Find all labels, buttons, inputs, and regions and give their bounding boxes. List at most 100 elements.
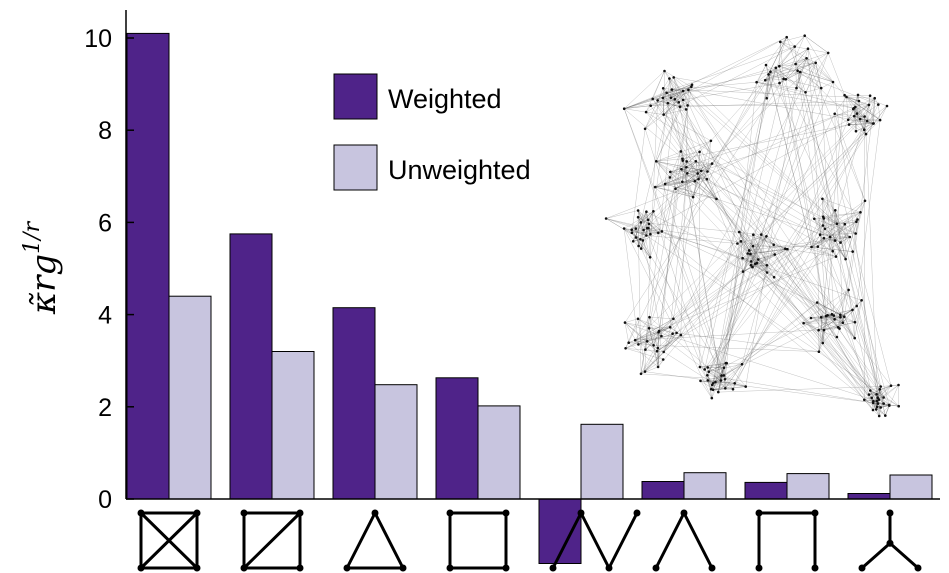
network-edge bbox=[750, 254, 756, 264]
y-axis-label-superscript: 1/r bbox=[20, 220, 45, 253]
network-node bbox=[803, 34, 806, 37]
network-node bbox=[636, 317, 640, 321]
motif-node bbox=[399, 564, 407, 572]
network-edge bbox=[780, 41, 807, 59]
network-edge bbox=[751, 236, 767, 262]
network-node bbox=[833, 318, 836, 321]
network-node bbox=[875, 393, 878, 396]
network-node bbox=[865, 119, 869, 123]
network-edge bbox=[640, 219, 649, 223]
network-edge bbox=[656, 334, 681, 352]
network-edge bbox=[699, 366, 722, 381]
network-edge bbox=[775, 67, 806, 93]
network-edge bbox=[640, 211, 654, 223]
network-edge bbox=[773, 277, 828, 316]
network-edge bbox=[844, 95, 881, 121]
network-node bbox=[877, 398, 881, 401]
bar-unweighted-4-cycle bbox=[477, 405, 521, 500]
network-edge bbox=[818, 327, 839, 331]
network-edge bbox=[686, 161, 708, 180]
network-edge bbox=[779, 66, 879, 105]
network-edge bbox=[810, 315, 834, 319]
network-node bbox=[681, 159, 684, 162]
network-edge bbox=[624, 322, 629, 343]
motif-edge bbox=[373, 511, 405, 570]
motif-node bbox=[886, 539, 894, 547]
network-edge bbox=[682, 124, 850, 159]
network-edge bbox=[635, 334, 681, 341]
network-edge bbox=[656, 161, 717, 200]
network-node bbox=[817, 328, 820, 332]
network-node bbox=[637, 343, 640, 346]
network-edge bbox=[821, 317, 823, 344]
network-edge bbox=[695, 161, 841, 243]
network-node bbox=[710, 396, 714, 400]
network-edge bbox=[745, 88, 797, 387]
network-node bbox=[859, 211, 862, 214]
network-edge bbox=[775, 67, 815, 219]
motif-node bbox=[577, 509, 585, 517]
network-edge bbox=[624, 108, 722, 381]
network-edge bbox=[797, 70, 822, 89]
network-edge bbox=[678, 102, 822, 318]
network-edge bbox=[752, 265, 767, 268]
network-edge bbox=[699, 363, 727, 368]
network-edge bbox=[645, 328, 650, 350]
network-edge bbox=[804, 35, 829, 54]
network-edge bbox=[710, 46, 795, 141]
network-edge bbox=[688, 89, 855, 339]
network-node bbox=[669, 96, 673, 100]
network-edge bbox=[844, 212, 861, 317]
network-node bbox=[630, 231, 634, 234]
network-edge bbox=[723, 302, 818, 376]
network-edge bbox=[648, 163, 713, 229]
network-edge bbox=[848, 104, 879, 125]
network-edge bbox=[876, 389, 880, 402]
network-node bbox=[639, 247, 643, 250]
network-node bbox=[679, 150, 683, 153]
network-node bbox=[795, 86, 798, 90]
network-edge bbox=[823, 315, 828, 331]
network-edge bbox=[681, 169, 821, 235]
network-edge bbox=[765, 66, 780, 81]
network-edge bbox=[755, 263, 878, 398]
network-edge bbox=[750, 236, 767, 255]
network-node bbox=[844, 257, 847, 261]
network-edge bbox=[631, 211, 647, 230]
network-edge bbox=[700, 380, 735, 384]
y-tick-label: 10 bbox=[84, 25, 112, 53]
network-edge bbox=[844, 200, 866, 225]
network-edge bbox=[652, 70, 665, 99]
network-edge bbox=[823, 238, 837, 257]
network-edge bbox=[624, 322, 658, 352]
network-edge bbox=[834, 224, 845, 241]
network-node bbox=[852, 114, 856, 118]
network-edge bbox=[656, 238, 824, 352]
network-edge bbox=[692, 163, 713, 198]
network-edge bbox=[655, 186, 717, 200]
network-edge bbox=[822, 198, 826, 229]
network-edge bbox=[853, 108, 868, 122]
network-node bbox=[755, 261, 759, 265]
network-edge bbox=[834, 113, 865, 117]
network-edge bbox=[842, 322, 855, 339]
motif-node bbox=[549, 564, 557, 572]
network-edge bbox=[681, 169, 698, 174]
network-edge bbox=[645, 318, 674, 350]
network-edge bbox=[669, 151, 681, 178]
network-edge bbox=[640, 234, 651, 240]
motif-node bbox=[652, 564, 660, 572]
network-edge bbox=[855, 100, 860, 132]
motif-icon-diamond bbox=[240, 509, 304, 572]
network-edge bbox=[663, 88, 684, 101]
network-edge bbox=[756, 82, 797, 89]
network-edge bbox=[637, 210, 659, 234]
motif-icon-triangle bbox=[343, 509, 407, 572]
network-node bbox=[690, 85, 693, 89]
bar-weighted-3-star bbox=[847, 493, 891, 500]
network-edge bbox=[795, 63, 834, 83]
network-edge bbox=[739, 231, 750, 251]
network-edge bbox=[635, 228, 647, 236]
network-edge bbox=[650, 89, 689, 106]
network-edge bbox=[667, 103, 708, 172]
